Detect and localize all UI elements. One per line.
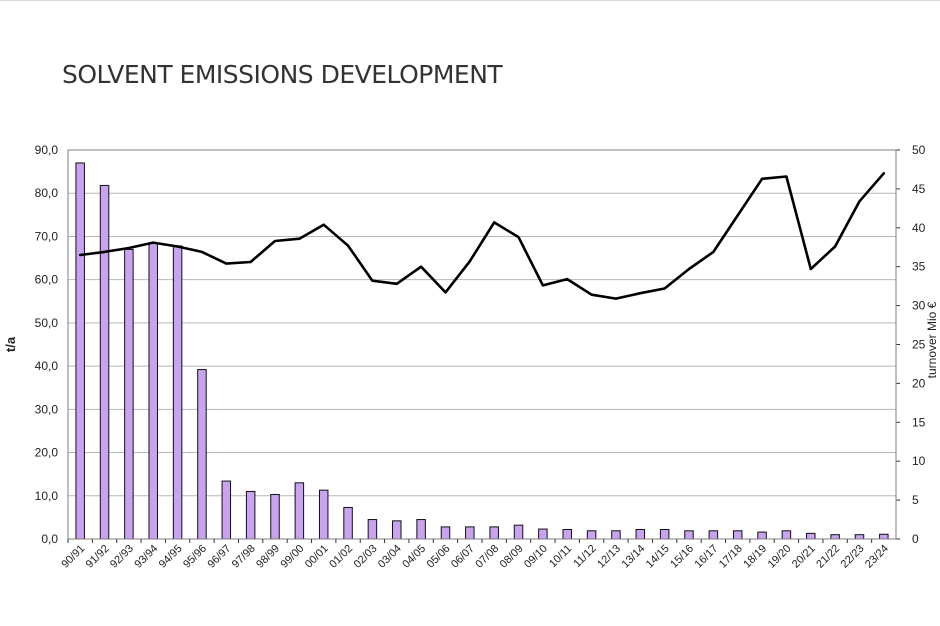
x-tick-label: 02/03 xyxy=(352,543,380,571)
y2-tick-label: 25 xyxy=(912,338,926,352)
bar xyxy=(684,530,694,540)
y2-tick-label: 35 xyxy=(912,260,926,274)
x-tick-label: 96/97 xyxy=(205,543,233,571)
x-tick-label: 01/02 xyxy=(327,543,355,571)
bar xyxy=(806,532,816,540)
bar xyxy=(75,162,85,540)
x-tick-label: 06/07 xyxy=(449,543,477,571)
bar xyxy=(245,490,256,540)
top-rule xyxy=(0,0,940,1)
x-tick-label: 05/06 xyxy=(425,543,453,571)
bar xyxy=(172,245,183,540)
x-tick-label: 12/13 xyxy=(595,543,623,571)
y-axis-label: t/a xyxy=(3,336,18,352)
bar xyxy=(879,533,889,540)
x-tick-label: 90/91 xyxy=(59,543,87,571)
x-tick-label: 03/04 xyxy=(376,543,404,571)
bar xyxy=(416,519,426,540)
x-tick-label: 98/99 xyxy=(254,543,282,571)
x-tick-label: 17/18 xyxy=(717,543,745,571)
bar xyxy=(343,506,353,540)
x-tick-label: 09/10 xyxy=(522,543,550,571)
y2-tick-label: 40 xyxy=(912,221,926,235)
y2-tick-label: 10 xyxy=(912,454,926,468)
x-tick-label: 19/20 xyxy=(766,543,794,571)
bar xyxy=(830,534,840,540)
bar xyxy=(708,530,719,540)
bar xyxy=(854,534,865,540)
y-tick-label: 90,0 xyxy=(35,143,59,157)
plot-frame xyxy=(67,149,897,540)
y-tick-label: 20,0 xyxy=(35,446,59,460)
x-tick-label: 93/94 xyxy=(132,543,160,571)
y2-axis-label: turnover Mio € xyxy=(925,301,939,378)
y2-tick-label: 5 xyxy=(912,493,919,507)
x-tick-label: 97/98 xyxy=(230,543,258,571)
bar xyxy=(757,531,767,540)
y-tick-label: 70,0 xyxy=(35,229,59,243)
x-tick-label: 15/16 xyxy=(668,543,696,571)
x-tick-label: 11/12 xyxy=(571,543,598,570)
bar xyxy=(99,184,110,540)
x-tick-label: 91/92 xyxy=(84,543,112,571)
bar xyxy=(732,530,743,540)
y-tick-label: 50,0 xyxy=(35,316,59,330)
bar xyxy=(221,480,232,540)
x-tick-label: 22/23 xyxy=(839,543,867,571)
x-tick-label: 95/96 xyxy=(181,543,209,571)
bar xyxy=(318,489,329,540)
y-tick-label: 80,0 xyxy=(35,186,59,200)
x-tick-label: 14/15 xyxy=(644,543,672,571)
y-tick-label: 60,0 xyxy=(35,273,59,287)
x-tick-label: 10/11 xyxy=(547,543,574,570)
y2-tick-label: 0 xyxy=(912,532,919,546)
x-tick-label: 92/93 xyxy=(108,543,136,571)
x-tick-label: 16/17 xyxy=(693,543,721,571)
x-tick-label: 00/01 xyxy=(303,543,331,571)
bar xyxy=(659,528,670,540)
y-tick-label: 10,0 xyxy=(35,489,59,503)
y2-tick-label: 20 xyxy=(912,376,926,390)
bar xyxy=(294,482,305,540)
bar xyxy=(562,528,572,540)
bar xyxy=(197,369,207,540)
y2-tick-label: 50 xyxy=(912,143,926,157)
x-tick-label: 99/00 xyxy=(279,543,307,571)
bar xyxy=(392,520,402,540)
bar xyxy=(440,526,451,540)
x-tick-label: 20/21 xyxy=(790,543,818,571)
y-tick-label: 0,0 xyxy=(41,532,58,546)
bar xyxy=(148,242,158,540)
x-tick-label: 04/05 xyxy=(400,543,428,571)
x-tick-label: 13/14 xyxy=(619,543,647,571)
x-tick-label: 08/09 xyxy=(498,543,526,571)
chart-title: SOLVENT EMISSIONS DEVELOPMENT xyxy=(62,60,503,89)
x-tick-label: 23/24 xyxy=(863,543,891,571)
bar xyxy=(513,524,524,540)
bar xyxy=(465,526,475,540)
bar xyxy=(781,530,792,540)
bar xyxy=(538,528,548,540)
y2-tick-label: 15 xyxy=(912,415,926,429)
y2-tick-label: 45 xyxy=(912,182,926,196)
y-tick-label: 30,0 xyxy=(35,402,59,416)
y2-tick-label: 30 xyxy=(912,299,926,313)
x-tick-label: 18/19 xyxy=(741,543,769,571)
y-tick-label: 40,0 xyxy=(35,359,59,373)
x-tick-label: 07/08 xyxy=(473,543,501,571)
bar xyxy=(124,248,134,540)
turnover-line xyxy=(78,172,886,300)
bar xyxy=(489,526,499,540)
bar xyxy=(611,530,621,540)
x-tick-label: 94/95 xyxy=(157,543,185,571)
bar xyxy=(367,519,378,540)
bar xyxy=(586,530,597,540)
x-tick-label: 21/22 xyxy=(814,543,842,571)
bar xyxy=(270,493,280,540)
bar xyxy=(635,528,646,540)
